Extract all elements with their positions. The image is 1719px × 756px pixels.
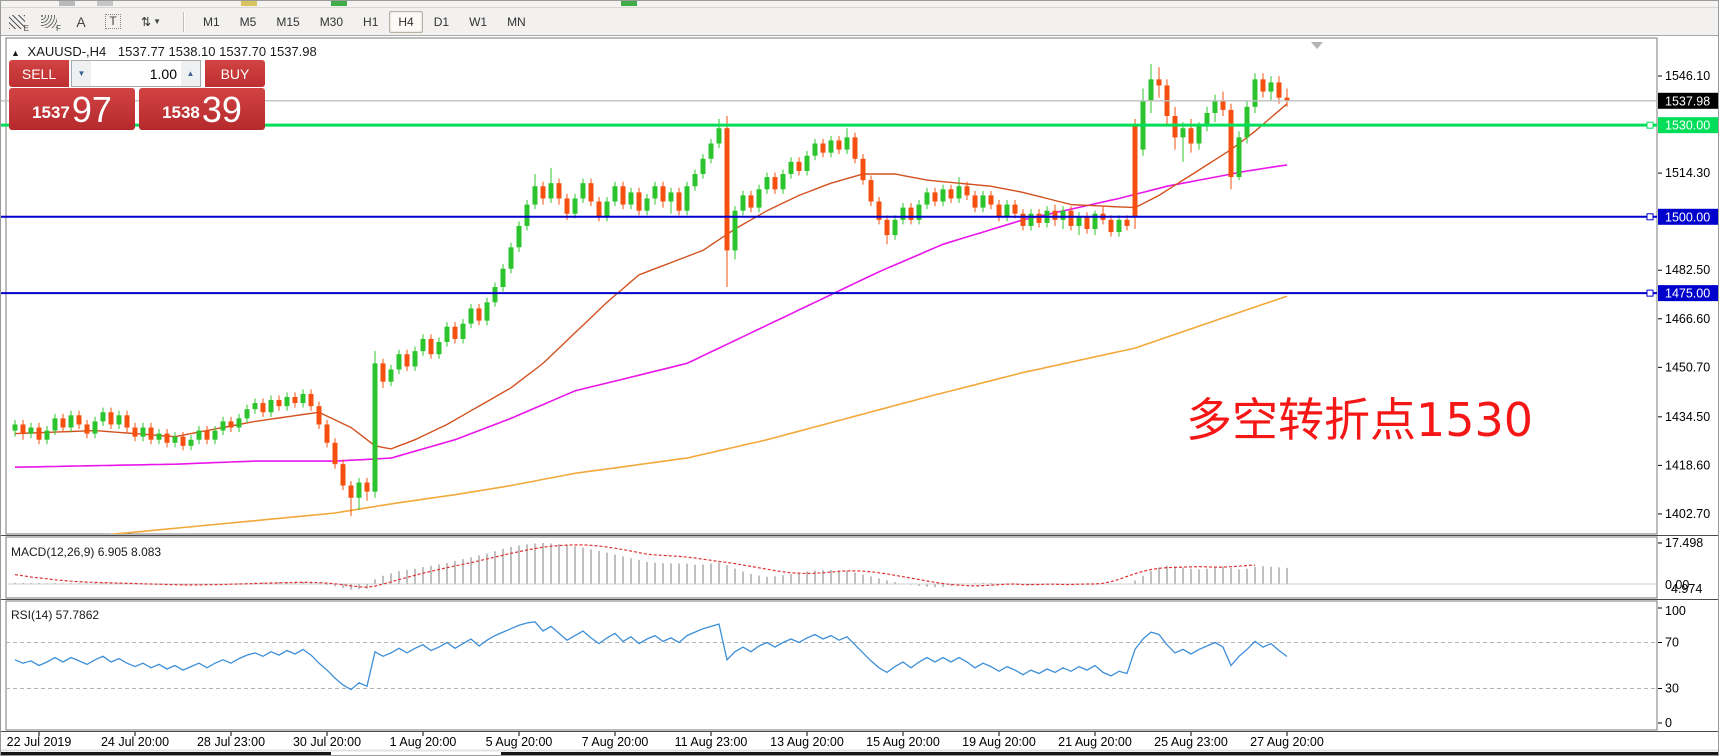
svg-text:15 Aug 20:00: 15 Aug 20:00 bbox=[866, 735, 940, 749]
chart-text-annotation[interactable]: 多空转折点1530 bbox=[1186, 393, 1534, 447]
svg-text:5 Aug 20:00: 5 Aug 20:00 bbox=[486, 735, 553, 749]
svg-text:7 Aug 20:00: 7 Aug 20:00 bbox=[582, 735, 649, 749]
svg-text:11 Aug 23:00: 11 Aug 23:00 bbox=[675, 735, 748, 749]
fragment-yellow bbox=[241, 1, 257, 6]
tab-timeframe-m15[interactable]: M15 bbox=[276, 14, 300, 29]
horizontal-lines[interactable] bbox=[1, 121, 1657, 297]
svg-text:13 Aug 20:00: 13 Aug 20:00 bbox=[770, 735, 844, 749]
fragment-green bbox=[331, 1, 347, 6]
text-icon[interactable]: A bbox=[68, 11, 94, 33]
svg-text:1418.60: 1418.60 bbox=[1665, 458, 1710, 472]
svg-text:1500.00: 1500.00 bbox=[1665, 210, 1710, 224]
buy-price-small: 1538 bbox=[162, 103, 200, 122]
svg-text:0.00: 0.00 bbox=[1665, 578, 1689, 592]
text-icon-glyph: A bbox=[76, 13, 86, 30]
svg-text:1546.10: 1546.10 bbox=[1665, 69, 1710, 83]
svg-text:1537.98: 1537.98 bbox=[1665, 94, 1710, 108]
svg-text:4.974: 4.974 bbox=[1671, 582, 1702, 596]
svg-text:22 Jul 2019: 22 Jul 2019 bbox=[7, 735, 72, 749]
svg-text:1475.00: 1475.00 bbox=[1665, 287, 1710, 301]
tab-timeframe-d1[interactable]: D1 bbox=[433, 14, 450, 29]
svg-text:17.498: 17.498 bbox=[1665, 536, 1703, 550]
fibonacci-grid-glyph bbox=[41, 15, 57, 28]
icon-sub-label: F bbox=[56, 23, 61, 33]
tab-timeframe-m30[interactable]: M30 bbox=[319, 14, 344, 29]
buy-price-big: 39 bbox=[201, 89, 242, 130]
text-label-icon-glyph: T bbox=[105, 14, 121, 29]
equidistant-channel-icon[interactable]: E bbox=[4, 11, 30, 33]
chart-shift-marker-icon[interactable] bbox=[1311, 42, 1323, 49]
volume-down-button[interactable]: ▼ bbox=[72, 61, 91, 86]
chevron-down-icon[interactable]: ▼ bbox=[153, 17, 161, 26]
volume-input[interactable] bbox=[91, 61, 181, 86]
svg-text:1434.50: 1434.50 bbox=[1665, 410, 1710, 424]
macd-histogram bbox=[14, 543, 1288, 590]
chart-canvas[interactable]: 1546.10 1514.30 1482.50 1466.60 1450.70 1434.… bbox=[1, 36, 1719, 756]
text-label-icon[interactable]: T bbox=[100, 11, 126, 33]
sell-price-small: 1537 bbox=[32, 103, 70, 122]
candles-layer[interactable] bbox=[12, 64, 1290, 517]
svg-text:21 Aug 20:00: 21 Aug 20:00 bbox=[1058, 735, 1132, 749]
toolbar-overflow-fragments bbox=[1, 1, 1718, 8]
symbol-label: XAUUSD-,H4 bbox=[27, 44, 107, 59]
svg-text:1466.60: 1466.60 bbox=[1665, 312, 1710, 326]
rsi-label: RSI(14) 57.7862 bbox=[11, 608, 100, 622]
sell-price-box[interactable]: 1537 97 bbox=[9, 88, 135, 130]
svg-text:0: 0 bbox=[1665, 716, 1672, 730]
sell-button[interactable]: SELL bbox=[9, 60, 69, 87]
svg-text:1 Aug 20:00: 1 Aug 20:00 bbox=[390, 735, 457, 749]
equidistant-channel-glyph bbox=[9, 14, 25, 29]
fragment-green bbox=[621, 1, 637, 6]
rsi-panel[interactable]: 100 70 30 0 bbox=[6, 604, 1686, 730]
bottom-edge bbox=[1, 749, 1718, 755]
arrow-tools-glyph: ⇅ bbox=[141, 14, 152, 29]
volume-up-button[interactable]: ▲ bbox=[181, 61, 200, 86]
svg-text:70: 70 bbox=[1665, 636, 1679, 650]
chart-symbol-header: ▲ XAUUSD-,H4 1537.77 1538.10 1537.70 153… bbox=[11, 44, 317, 59]
svg-text:24 Jul 20:00: 24 Jul 20:00 bbox=[101, 735, 169, 749]
svg-text:1514.30: 1514.30 bbox=[1665, 166, 1710, 180]
panel-frames bbox=[1, 37, 1718, 732]
buy-price-box[interactable]: 1538 39 bbox=[139, 88, 265, 130]
tab-timeframe-h4[interactable]: H4 bbox=[389, 10, 423, 33]
tab-timeframe-mn[interactable]: MN bbox=[507, 14, 526, 29]
arrow-tools-icon[interactable]: ⇅ ▼ bbox=[132, 11, 170, 33]
svg-text:27 Aug 20:00: 27 Aug 20:00 bbox=[1250, 735, 1324, 749]
svg-text:30 Jul 20:00: 30 Jul 20:00 bbox=[293, 735, 361, 749]
tab-timeframe-m1[interactable]: M1 bbox=[203, 14, 220, 29]
tab-timeframe-h1[interactable]: H1 bbox=[363, 14, 379, 29]
tab-timeframe-w1[interactable]: W1 bbox=[469, 14, 488, 29]
one-click-trading-panel: SELL ▼ ▲ BUY 1537 97 1538 39 bbox=[9, 60, 265, 130]
rsi-line bbox=[14, 621, 1288, 691]
macd-signal-line bbox=[14, 544, 1256, 588]
macd-label: MACD(12,26,9) 6.905 8.083 bbox=[11, 545, 162, 559]
toolbar: E F A T ⇅ ▼ M1 M5 M15 M30 H1 H4 D1 W1 MN bbox=[1, 8, 1718, 36]
svg-text:1530.00: 1530.00 bbox=[1665, 119, 1710, 133]
time-axis[interactable]: 22 Jul 2019 24 Jul 20:00 28 Jul 23:00 30 Ju… bbox=[7, 732, 1324, 749]
fragment bbox=[59, 1, 75, 6]
svg-text:1450.70: 1450.70 bbox=[1665, 360, 1710, 374]
volume-stepper: ▼ ▲ bbox=[71, 60, 201, 87]
svg-text:25 Aug 23:00: 25 Aug 23:00 bbox=[1154, 735, 1228, 749]
svg-text:30: 30 bbox=[1665, 682, 1679, 696]
chart-window: 1546.10 1514.30 1482.50 1466.60 1450.70 1434.… bbox=[1, 36, 1719, 756]
tab-timeframe-m5[interactable]: M5 bbox=[239, 14, 257, 29]
svg-text:28 Jul 23:00: 28 Jul 23:00 bbox=[197, 735, 265, 749]
fragment bbox=[97, 1, 113, 6]
sell-price-big: 97 bbox=[71, 89, 112, 130]
svg-text:1402.70: 1402.70 bbox=[1665, 507, 1710, 521]
ohlc-values: 1537.77 1538.10 1537.70 1537.98 bbox=[117, 44, 317, 59]
moving-averages-layer bbox=[14, 103, 1288, 534]
toolbar-separator bbox=[183, 11, 185, 32]
buy-button[interactable]: BUY bbox=[205, 60, 265, 87]
svg-text:1482.50: 1482.50 bbox=[1665, 263, 1710, 277]
price-axis[interactable]: 1546.10 1514.30 1482.50 1466.60 1450.70 1434.… bbox=[1658, 69, 1719, 521]
icon-sub-label: E bbox=[23, 23, 29, 33]
svg-text:19 Aug 20:00: 19 Aug 20:00 bbox=[962, 735, 1036, 749]
macd-panel[interactable]: 17.498 0.004.974 bbox=[6, 536, 1703, 596]
svg-text:100: 100 bbox=[1665, 604, 1686, 618]
collapse-triangle-icon[interactable]: ▲ bbox=[11, 48, 20, 58]
fibonacci-grid-icon[interactable]: F bbox=[36, 11, 62, 33]
